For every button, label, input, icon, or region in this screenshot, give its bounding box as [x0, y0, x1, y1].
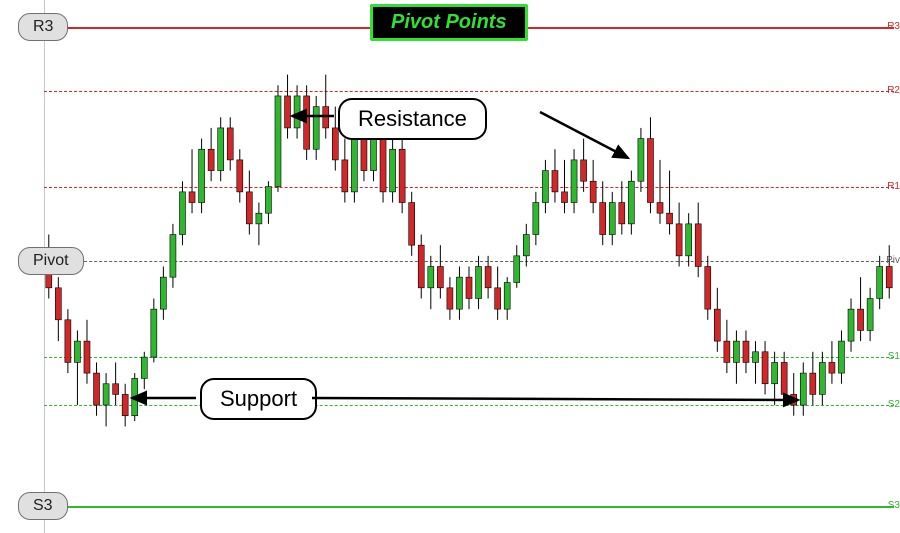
callout-support: Support: [200, 378, 317, 420]
candlestick-series: [0, 0, 900, 533]
level-left-pill-piv: Pivot: [18, 247, 84, 275]
pivot-chart: R3R3R2R1PivPivotS1S2S3S3 Pivot Points Re…: [0, 0, 900, 533]
level-left-pill-r3: R3: [18, 13, 68, 41]
level-left-pill-s3: S3: [18, 492, 68, 520]
callout-resistance: Resistance: [338, 98, 487, 140]
